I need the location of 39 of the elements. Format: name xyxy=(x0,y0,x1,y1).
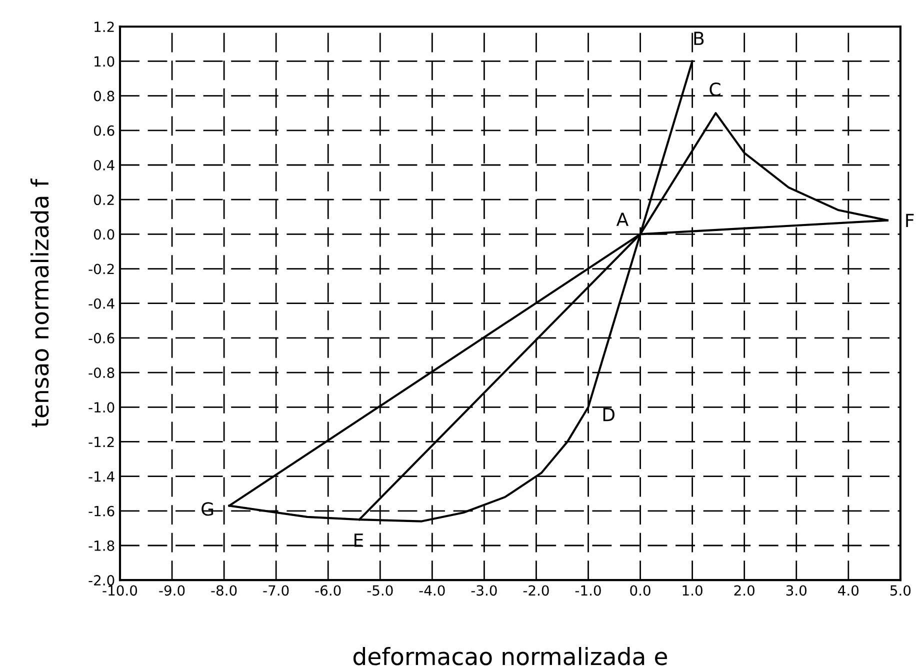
x-tick-label: 4.0 xyxy=(838,585,859,596)
x-tick-label: 1.0 xyxy=(682,585,702,596)
x-tick-label: 5.0 xyxy=(890,585,911,596)
annotation: D xyxy=(603,408,614,422)
y-tick-label: -1.0 xyxy=(88,402,114,413)
y-tick-label: 1.0 xyxy=(94,56,114,67)
y-tick-label: -1.6 xyxy=(88,506,114,516)
x-tick-label: 0.0 xyxy=(630,585,650,596)
annotation: F xyxy=(906,214,914,228)
x-tick-label: -10.0 xyxy=(102,585,138,596)
y-axis-title: tensao normalizada f xyxy=(30,178,49,428)
x-tick-label: -7.0 xyxy=(263,585,289,596)
y-tick-label: -0.2 xyxy=(88,264,114,274)
y-tick-label: 0.6 xyxy=(94,125,114,136)
x-tick-label: -4.0 xyxy=(419,585,445,596)
y-tick-label: 0.8 xyxy=(94,90,114,102)
x-tick-label: -9.0 xyxy=(159,585,185,596)
x-tick-label: -5.0 xyxy=(367,585,393,596)
y-tick-label: -1.8 xyxy=(88,540,114,551)
x-tick-label: -3.0 xyxy=(471,585,497,596)
x-tick-label: -8.0 xyxy=(211,585,237,596)
y-tick-label: -1.4 xyxy=(88,471,114,482)
y-tick-label: -0.8 xyxy=(88,368,114,378)
x-tick-label: 2.0 xyxy=(734,585,754,596)
x-tick-label: 3.0 xyxy=(786,585,806,596)
y-tick-label: -2.0 xyxy=(88,575,114,586)
y-tick-label: -0.6 xyxy=(88,332,114,344)
x-axis-title: deformacao normalizada e xyxy=(353,647,667,666)
x-tick-label: -1.0 xyxy=(575,585,601,596)
y-tick-label: 0.4 xyxy=(94,160,114,170)
annotation: B xyxy=(694,32,704,45)
x-tick-label: -2.0 xyxy=(523,585,549,596)
y-tick-label: -1.2 xyxy=(88,436,114,447)
x-tick-label: -6.0 xyxy=(315,585,341,596)
y-tick-label: -0.4 xyxy=(88,298,114,309)
y-tick-label: 1.2 xyxy=(94,22,114,32)
y-tick-label: 0.0 xyxy=(94,229,114,240)
annotation: A xyxy=(616,212,628,226)
y-tick-label: 0.2 xyxy=(94,194,114,206)
